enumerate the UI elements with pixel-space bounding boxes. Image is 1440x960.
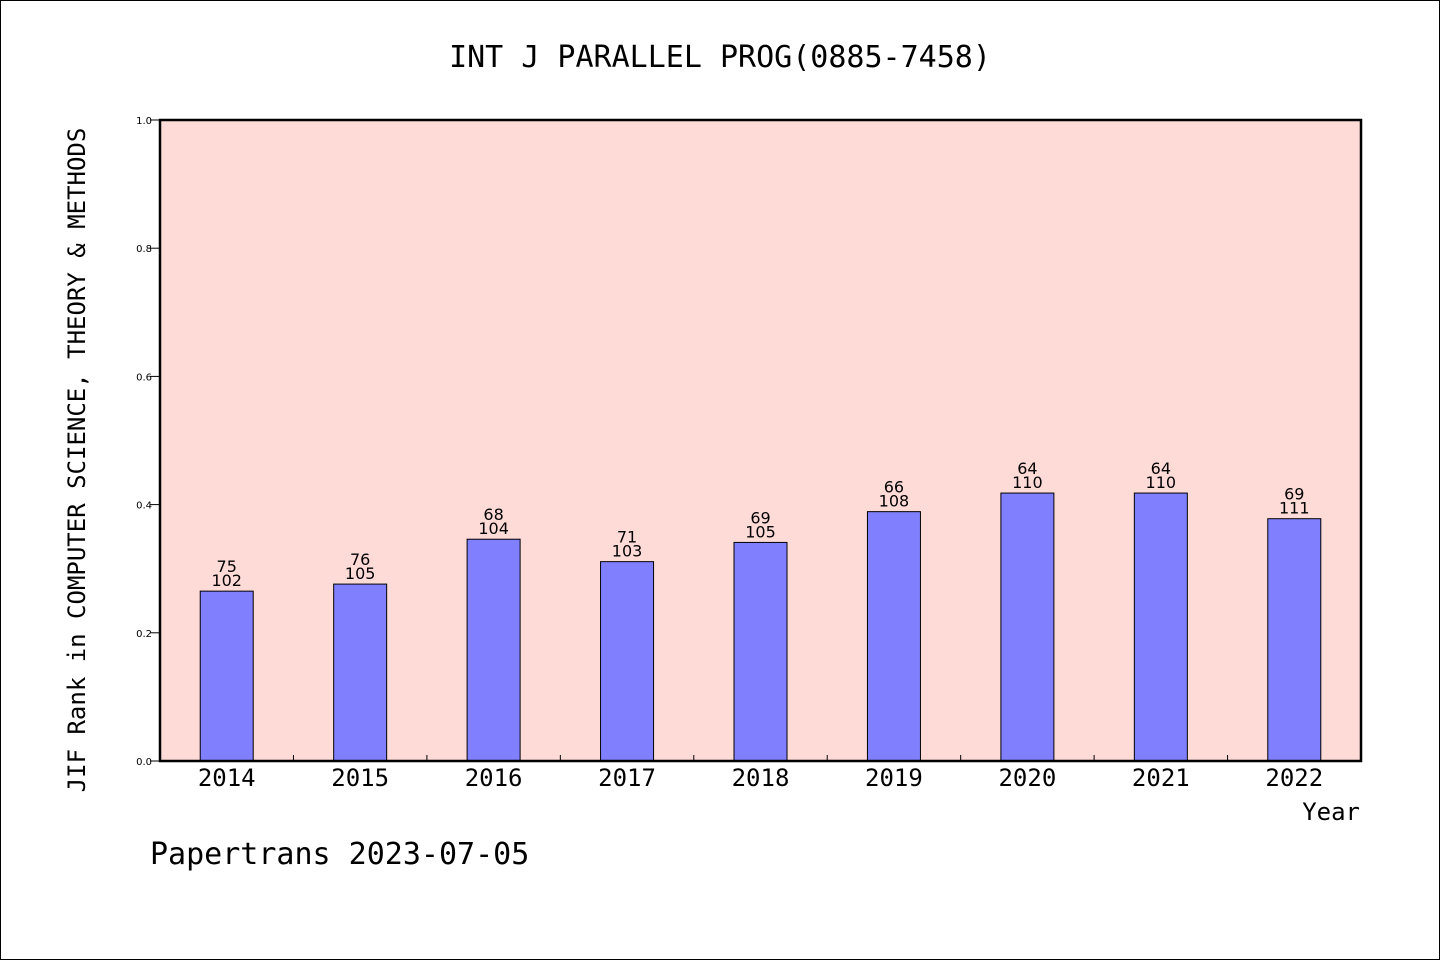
bar-2019 [866,511,921,762]
bar-total-label: 110 [1146,473,1177,492]
bar-2017 [600,561,655,762]
x-tick-label: 2021 [1132,764,1190,792]
x-axis-label: Year [1302,798,1360,826]
bar-2016 [466,538,521,762]
bar-rank-label: 69 [750,508,770,527]
bar-2022 [1267,518,1322,762]
footer-watermark: Papertrans 2023-07-05 [150,837,529,872]
bar-rank-label: 75 [217,557,237,576]
bar-rank-label: 69 [1284,485,1304,504]
bar-total-label: 108 [879,492,910,511]
bar-total-label: 103 [612,542,643,561]
x-tick-label: 2014 [198,764,256,792]
bar-total-label: 102 [211,571,242,590]
y-tick-label: 0.2 [136,629,152,640]
bar-rank-label: 66 [884,478,904,497]
bar-rank-label: 71 [617,528,637,547]
x-axis: 2014 2015 2016 2017 2018 2019 2020 2021 2022 [198,755,1323,792]
x-tick-label: 2017 [598,764,656,792]
bar-rank-label: 64 [1151,459,1171,478]
plot-border [158,118,1363,763]
bar-2021 [1133,492,1188,762]
bar-2018 [733,541,788,762]
bar-total-label: 105 [745,522,776,541]
x-tick-label: 2016 [465,764,523,792]
bar-series [199,492,1322,762]
bar-total-label: 111 [1279,499,1310,518]
y-axis: 0.0 0.2 0.4 0.6 0.8 1.0 [136,116,160,768]
bar-2015 [333,583,388,762]
chart-title: INT J PARALLEL PROG(0885-7458) [449,40,991,75]
y-axis-label: JIF Rank in COMPUTER SCIENCE, THEORY & M… [63,128,91,793]
bar-total-label: 110 [1012,473,1043,492]
bar-rank-label: 64 [1017,459,1037,478]
y-tick-label: 0.6 [136,372,152,383]
y-tick-label: 0.0 [136,757,152,768]
y-tick-label: 0.8 [136,244,152,255]
bar-2020 [1000,492,1055,762]
y-tick-label: 1.0 [136,116,152,127]
bar-rank-label: 76 [350,550,370,569]
bar-2014 [199,590,254,762]
x-tick-label: 2015 [331,764,389,792]
x-tick-label: 2020 [998,764,1056,792]
bar-rank-label: 68 [483,505,503,524]
x-tick-label: 2019 [865,764,923,792]
bar-total-label: 104 [478,519,509,538]
x-tick-label: 2022 [1265,764,1323,792]
y-tick-label: 0.4 [136,501,152,512]
bar-total-label: 105 [345,564,376,583]
x-tick-label: 2018 [732,764,790,792]
